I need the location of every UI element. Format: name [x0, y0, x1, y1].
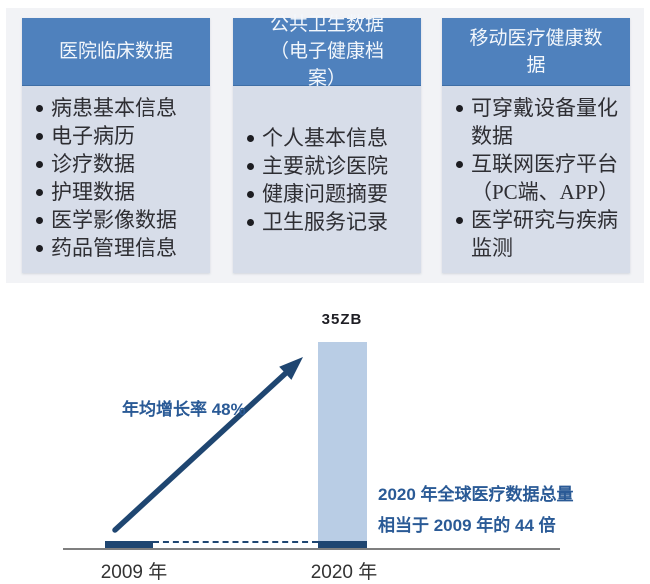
bullet-icon	[456, 105, 463, 112]
list-item: 健康问题摘要	[247, 180, 417, 208]
panel-mobile-health-data: 移动医疗健康数据 可穿戴设备量化数据 互联网医疗平台（PC端、APP） 医学研究…	[442, 18, 630, 273]
bullet-icon	[247, 191, 254, 198]
bullet-icon	[247, 135, 254, 142]
panel-header-public-health: 公共卫生数据（电子健康档案）	[233, 14, 421, 89]
growth-arrow-icon	[112, 357, 303, 533]
growth-rate-label: 年均增长率 48%	[122, 400, 246, 419]
bullet-icon	[36, 189, 43, 196]
bullet-icon	[247, 163, 254, 170]
list-item-label: 个人基本信息	[262, 126, 388, 150]
list-item: 电子病历	[36, 122, 206, 150]
x-axis-line	[63, 548, 560, 550]
bar-value-label: 35ZB	[321, 311, 363, 328]
chart-annotation-line-2: 相当于 2009 年的 44 倍	[378, 516, 556, 535]
bar-2020-base	[318, 541, 367, 549]
list-item: 卫生服务记录	[247, 208, 417, 236]
x-axis-label-2020: 2020 年	[310, 562, 378, 583]
list-item: 药品管理信息	[36, 234, 206, 262]
list-item-label: 医学影像数据	[51, 208, 177, 232]
list-item: 诊疗数据	[36, 150, 206, 178]
list-item-label: 互联网医疗平台（PC端、APP）	[471, 152, 620, 204]
list-item-label: 电子病历	[51, 124, 135, 148]
bar-2009	[105, 541, 153, 549]
list-item-label: 卫生服务记录	[262, 210, 388, 234]
panel-title: 医院临床数据	[58, 41, 173, 62]
panel-list-hospital-clinical: 病患基本信息 电子病历 诊疗数据 护理数据 医学影像数据 药品管理信息	[22, 86, 210, 262]
chart-annotation-line-1: 2020 年全球医疗数据总量	[378, 485, 574, 504]
bullet-icon	[36, 217, 43, 224]
panel-list-public-health: 个人基本信息 主要就诊医院 健康问题摘要 卫生服务记录	[233, 86, 421, 236]
list-item: 互联网医疗平台（PC端、APP）	[456, 150, 626, 206]
x-axis-label-2009: 2009 年	[100, 562, 168, 583]
list-item-label: 药品管理信息	[51, 236, 177, 260]
bullet-icon	[36, 133, 43, 140]
panel-header-mobile-health: 移动医疗健康数据	[442, 18, 630, 86]
data-growth-chart: 35ZB 年均增长率 48% 2020 年全球医疗数据总量 相当于 2009 年…	[0, 283, 650, 584]
list-item: 医学影像数据	[36, 206, 206, 234]
list-item: 可穿戴设备量化数据	[456, 94, 626, 150]
bullet-icon	[247, 219, 254, 226]
list-item-label: 主要就诊医院	[262, 154, 388, 178]
list-item-label: 护理数据	[51, 180, 135, 204]
list-item: 个人基本信息	[247, 124, 417, 152]
panel-hospital-clinical-data: 医院临床数据 病患基本信息 电子病历 诊疗数据 护理数据 医学影像数据 药品管理…	[22, 18, 210, 273]
panel-header-hospital-clinical: 医院临床数据	[22, 18, 210, 86]
data-categories-section: 医院临床数据 病患基本信息 电子病历 诊疗数据 护理数据 医学影像数据 药品管理…	[6, 8, 644, 283]
list-item-label: 可穿戴设备量化数据	[471, 96, 618, 148]
panel-title: 公共卫生数据（电子健康档案）	[269, 14, 384, 89]
bullet-icon	[36, 245, 43, 252]
panel-title: 移动医疗健康数据	[469, 27, 603, 76]
list-item-label: 病患基本信息	[51, 96, 177, 120]
list-item: 主要就诊医院	[247, 152, 417, 180]
bar-2020	[318, 342, 367, 541]
bullet-icon	[36, 161, 43, 168]
list-item: 护理数据	[36, 178, 206, 206]
panel-public-health-data: 公共卫生数据（电子健康档案） 个人基本信息 主要就诊医院 健康问题摘要 卫生服务…	[233, 14, 421, 273]
list-item-label: 医学研究与疾病监测	[471, 208, 618, 260]
list-item: 医学研究与疾病监测	[456, 206, 626, 262]
baseline-dashed-connector	[153, 541, 318, 543]
list-item-label: 健康问题摘要	[262, 182, 388, 206]
chart-annotation: 2020 年全球医疗数据总量 相当于 2009 年的 44 倍	[378, 479, 574, 541]
panel-list-mobile-health: 可穿戴设备量化数据 互联网医疗平台（PC端、APP） 医学研究与疾病监测	[442, 86, 630, 262]
list-item-label: 诊疗数据	[51, 152, 135, 176]
bullet-icon	[456, 217, 463, 224]
bullet-icon	[36, 105, 43, 112]
list-item: 病患基本信息	[36, 94, 206, 122]
bullet-icon	[456, 161, 463, 168]
